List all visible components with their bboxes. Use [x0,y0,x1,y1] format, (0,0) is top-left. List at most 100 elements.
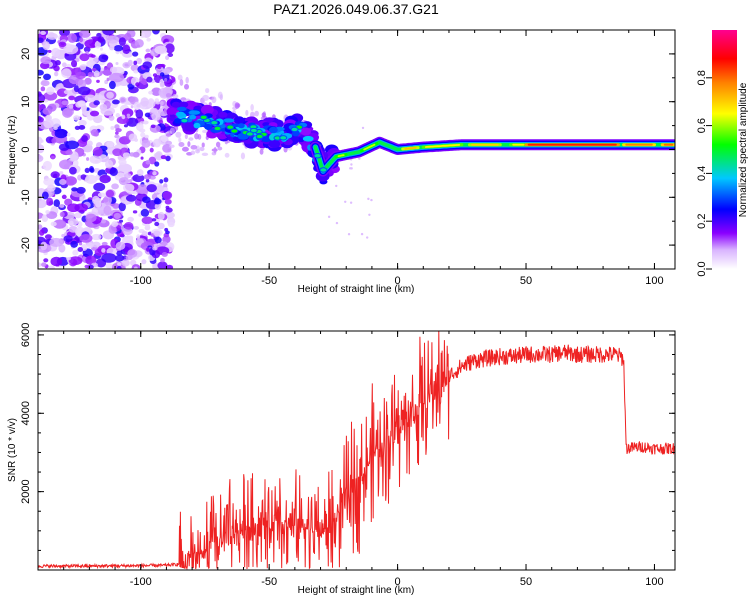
spectrogram-faint-blob [179,79,184,86]
spectrogram-noise-blob [128,179,133,183]
spectrogram-noise-blob [164,227,169,232]
spectrogram-faint-blob [180,97,187,101]
spectrogram-faint-blob [245,109,249,116]
spectrogram-noise-blob [84,77,92,85]
spectrogram-noise-blob [65,140,79,150]
spectrogram-ridge-island [255,133,264,140]
spectrogram-noise-blob [81,104,88,112]
spectrogram-noise-blob [84,167,90,174]
spectrogram-noise-blob [92,146,103,157]
spectrogram-faint-blob [217,146,223,151]
spectrogram-noise-blob [163,177,169,183]
spectrogram-noise-blob [108,80,116,90]
spectrogram-noise-blob [50,171,60,179]
spectrogram-noise-blob [146,247,150,252]
spectrogram-noise-blob [98,54,109,63]
spectrogram-noise-blob [43,178,55,186]
spectrogram-noise-blob [135,122,144,132]
spectrogram-xtick-label: -100 [130,275,152,287]
spectrogram-noise-blob [85,255,97,266]
snr-xtick-label: 0 [395,576,401,588]
spectrogram-noise-blob [62,107,73,118]
spectrogram-noise-blob [38,37,44,44]
spectrogram-noise-blob [38,198,47,209]
spectrogram-noise-blob [105,159,114,169]
spectrogram-noise-blob [59,30,70,37]
snr-xtick-label: -100 [130,576,152,588]
spectrogram-noise-blob [59,203,65,208]
spectrogram-noise-blob [44,234,52,240]
spectrogram-noise-blob [100,99,106,104]
spectrogram-noise-blob [43,258,49,263]
spectrogram-noise-blob [80,174,87,180]
spectrogram-noise-blob [140,32,146,38]
spectrogram-ridge-blob [233,116,245,124]
spectrogram-noise-blob [101,253,117,263]
spectrogram-noise-blob [148,208,153,213]
spectrogram-noise-blob [67,218,79,226]
spectrogram-noise-blob [77,100,86,107]
spectrogram-ridge-blob [218,111,228,118]
spectrogram-noise-blob [38,116,44,123]
spectrogram-noise-blob [117,262,122,266]
spectrogram-noise-blob [159,72,165,77]
spectrogram-noise-blob [102,30,115,36]
spectrogram-noise-blob [97,114,103,119]
spectrogram-noise-blob [158,119,164,124]
spectrogram-ridge-core [223,118,235,123]
spectrogram-noise-blob [160,155,167,160]
spectrogram-noise-blob [38,93,46,104]
snr-panel: -100 -50 0 50 100 2000 4000 6000 Height of stra… [7,323,676,596]
spectrogram-noise-blob [152,138,162,148]
spectrogram-noise-blob [157,211,165,221]
spectrogram-noise-blob [66,257,71,261]
spectrogram-xtick-label: 50 [520,275,532,287]
spectrogram-noise-blob [86,242,94,249]
spectrogram-ylabel: Frequency (Hz) [7,116,18,185]
spectrogram-faint-blob [254,110,259,117]
spectrogram-noise-blob [40,30,46,35]
spectrogram-ridge-island [319,167,328,173]
spectrogram-noise-blob [77,86,91,96]
spectrogram-noise-blob [157,261,168,269]
spectrogram-noise-blob [100,47,103,51]
spectrogram-noise-blob [101,241,108,246]
spectrogram-ridge-island [290,126,299,133]
spectrogram-faint-blob [188,137,194,141]
snr-border [37,330,676,571]
spectrogram-noise-blob [108,72,125,83]
spectrogram-noise-blob [102,197,109,203]
spectrogram-noise-blob [58,171,64,175]
spectrogram-faint-blob [172,93,179,99]
spectrogram-faint-blob [165,93,172,98]
colorbar-label: Normalized spectral amplitude [738,82,749,217]
spectrogram-noise-blob [146,184,157,193]
spectrogram-noise-blob [146,76,153,83]
spectrogram-noise-blob [108,115,115,121]
spectrogram-noise-blob [118,177,130,186]
spectrogram-noise-blob [109,45,115,51]
spectrogram-noise-blob [72,249,79,256]
spectrogram-noise-blob [148,90,153,95]
spectrogram-noise-blob [38,224,43,230]
spectrogram-noise-blob [136,169,144,177]
spectrogram-noise-blob [106,140,114,148]
snr-xtick-label: 100 [645,576,663,588]
spectrogram-faint-blob [190,150,196,155]
colorbar-ticks: 0.0 0.2 0.4 0.6 0.8 [696,70,712,277]
spectrogram-noise-blob [91,233,102,241]
spectrogram-noise-blob [68,104,74,109]
spectrogram-noise-blob [165,155,171,162]
spectrogram-noise-blob [109,167,118,176]
spectrogram-noise-blob [162,187,168,191]
spectrogram-noise-blob [115,241,126,250]
spectrogram-noise-blob [167,52,174,58]
spectrogram-noise-blob [115,128,122,133]
spectrogram-noise-blob [127,235,134,240]
spectrogram-ytick-label: -10 [20,189,32,205]
spectrogram-noise-blob [140,156,144,160]
spectrogram-noise-blob [46,197,54,207]
spectrogram-ridge-blob [166,107,177,115]
spectrogram-noise-blob [59,178,67,185]
spectrogram-noise-blob [94,40,101,49]
